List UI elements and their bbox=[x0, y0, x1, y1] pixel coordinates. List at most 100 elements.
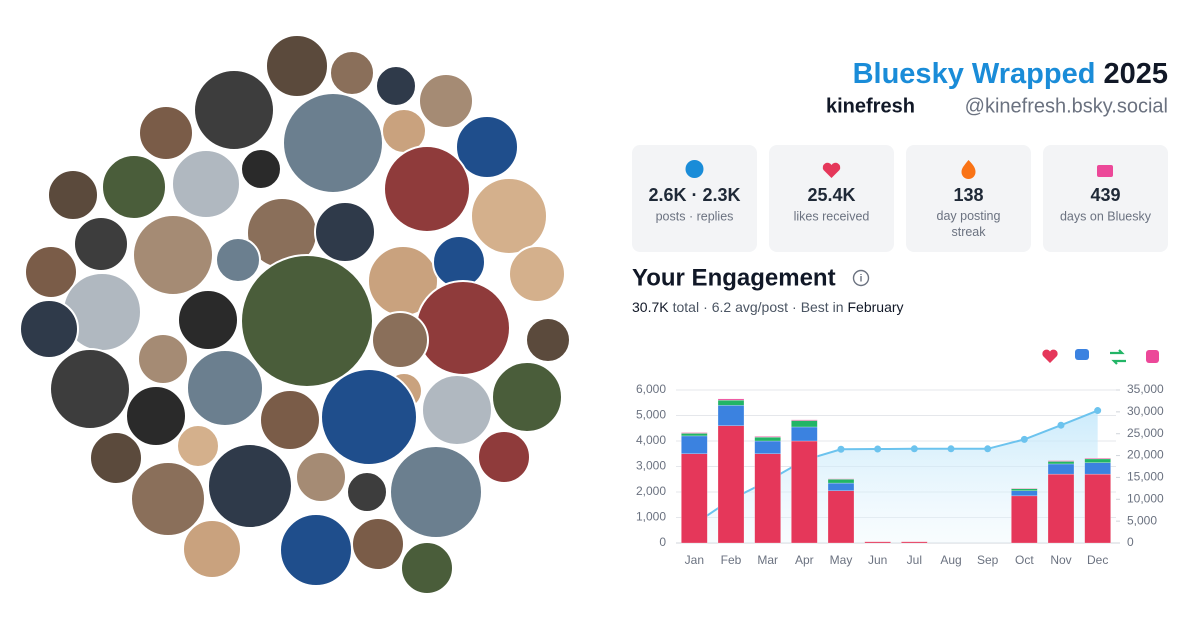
bar-segment bbox=[791, 440, 818, 544]
avatar bbox=[47, 169, 99, 221]
stat-card bbox=[906, 145, 1031, 252]
stat-value: 2.6K · 2.3K bbox=[648, 185, 740, 205]
sep: · bbox=[703, 299, 708, 315]
x-tick-label: Mar bbox=[757, 553, 778, 567]
bar-segment bbox=[827, 479, 855, 484]
bar-segment bbox=[1047, 460, 1075, 462]
avatar bbox=[240, 148, 282, 190]
avatar bbox=[295, 451, 347, 503]
x-tick-label: Dec bbox=[1087, 553, 1108, 567]
y2-tick-label: 25,000 bbox=[1127, 426, 1164, 440]
bar-segment bbox=[1047, 461, 1075, 465]
title-year: 2025 bbox=[1103, 58, 1168, 90]
stat-value: 25.4K bbox=[807, 185, 855, 205]
avatar bbox=[24, 245, 78, 299]
bar-segment bbox=[717, 425, 745, 544]
line-point bbox=[910, 445, 918, 453]
legend-repost[interactable] bbox=[1110, 349, 1126, 365]
best-month: February bbox=[848, 299, 904, 315]
y-tick-label: 1,000 bbox=[636, 510, 666, 524]
cake-icon bbox=[1097, 165, 1113, 177]
y2-tick-label: 35,000 bbox=[1127, 382, 1164, 396]
avatar bbox=[329, 50, 375, 96]
avatar bbox=[400, 541, 454, 595]
avatar bbox=[383, 145, 471, 233]
bar-segment bbox=[864, 541, 891, 544]
bar-segment bbox=[827, 482, 855, 491]
line-point bbox=[1094, 407, 1102, 415]
avatar bbox=[176, 424, 220, 468]
avatar bbox=[137, 333, 189, 385]
bar-segment bbox=[681, 432, 708, 434]
avatar bbox=[138, 105, 194, 161]
bar-segment bbox=[827, 490, 855, 544]
stat-label-box: day posting streak bbox=[937, 209, 1001, 239]
fire-icon bbox=[961, 160, 976, 180]
avg: 6.2 avg/post bbox=[712, 299, 788, 315]
stat-card bbox=[769, 145, 894, 252]
avatar bbox=[455, 115, 519, 179]
avatar bbox=[19, 299, 79, 359]
avatar bbox=[525, 317, 571, 363]
x-tick-label: Aug bbox=[940, 553, 961, 567]
bar-segment bbox=[1011, 488, 1038, 491]
avatar bbox=[371, 311, 429, 369]
sep: · bbox=[792, 299, 797, 315]
avatar bbox=[259, 389, 321, 451]
x-tick-label: Sep bbox=[977, 553, 999, 567]
y2-tick-label: 30,000 bbox=[1127, 404, 1164, 418]
avatar bbox=[73, 216, 129, 272]
avatar bbox=[171, 149, 241, 219]
x-tick-label: Jul bbox=[907, 553, 922, 567]
stat-value: 439 bbox=[1090, 185, 1120, 205]
chat-icon bbox=[685, 160, 704, 178]
bar-segment bbox=[681, 435, 708, 454]
info-icon[interactable] bbox=[852, 269, 870, 287]
x-tick-label: May bbox=[830, 553, 853, 567]
section-title: Your Engagement bbox=[632, 264, 836, 291]
legend bbox=[1042, 349, 1159, 365]
avatar bbox=[186, 349, 264, 427]
avatar bbox=[240, 254, 374, 388]
info-glyph: i bbox=[860, 274, 863, 285]
legend-quote[interactable] bbox=[1146, 350, 1159, 363]
avatar bbox=[193, 69, 275, 151]
x-tick-label: Jun bbox=[868, 553, 887, 567]
avatar bbox=[282, 92, 384, 194]
avatar bbox=[375, 65, 417, 107]
bar-segment bbox=[754, 453, 781, 544]
line-point bbox=[1057, 421, 1065, 429]
y-tick-label: 3,000 bbox=[636, 459, 666, 473]
total-label: total bbox=[673, 299, 699, 315]
line-point bbox=[984, 445, 992, 453]
legend-reply[interactable] bbox=[1075, 349, 1089, 360]
bar-segment bbox=[1047, 473, 1075, 544]
bar-segment bbox=[717, 399, 745, 406]
avatar bbox=[346, 471, 388, 513]
avatar bbox=[182, 519, 242, 579]
bar-segment bbox=[901, 541, 928, 544]
y-tick-label: 0 bbox=[659, 535, 666, 549]
title: Bluesky Wrapped 2025 bbox=[853, 58, 1168, 90]
avatar bbox=[421, 374, 493, 446]
stat-card bbox=[1043, 145, 1168, 252]
avatar bbox=[132, 214, 214, 296]
avatar bbox=[279, 513, 353, 587]
total: 30.7K bbox=[632, 299, 669, 315]
avatar bbox=[415, 280, 511, 376]
engagement-summary: 30.7K total · 6.2 avg/post · Best in February bbox=[632, 299, 904, 315]
stat-label: posts · replies bbox=[656, 209, 734, 223]
avatar bbox=[177, 289, 239, 351]
avatar bbox=[215, 237, 261, 283]
x-tick-label: Apr bbox=[795, 553, 814, 567]
y-tick-label: 4,000 bbox=[636, 433, 666, 447]
bar-segment bbox=[1011, 495, 1038, 544]
bar-segment bbox=[1084, 473, 1111, 544]
y2-tick-label: 20,000 bbox=[1127, 448, 1164, 462]
bar-segment bbox=[754, 436, 781, 438]
legend-like[interactable] bbox=[1042, 349, 1058, 363]
stat-card bbox=[632, 145, 757, 252]
avatar bbox=[89, 431, 143, 485]
bar-segment bbox=[791, 426, 818, 442]
